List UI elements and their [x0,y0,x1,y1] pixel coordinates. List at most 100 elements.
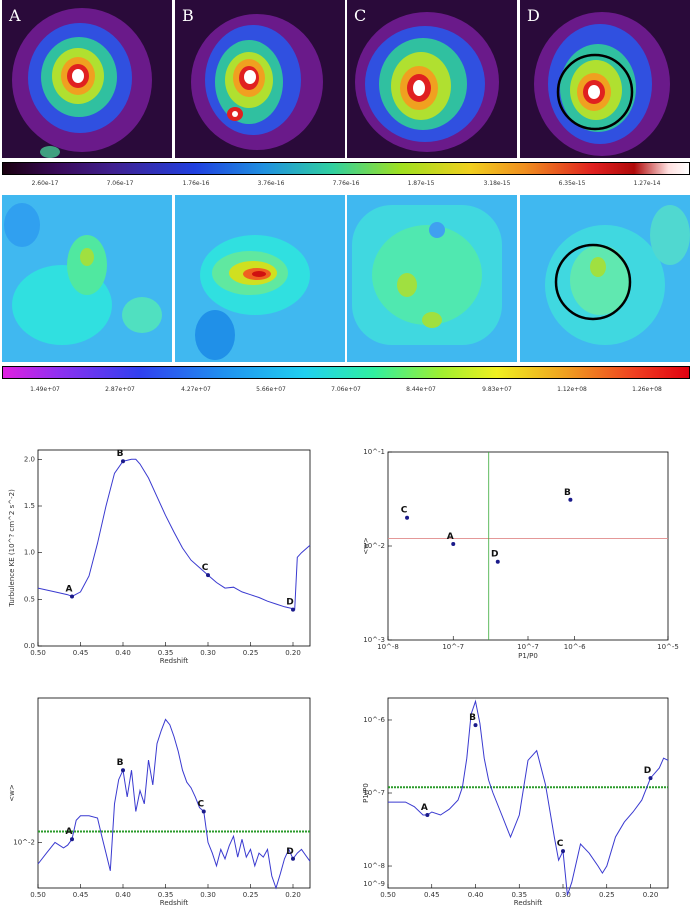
x-tick-label: 0.20 [643,891,659,899]
point-label: C [197,800,204,810]
x-tick-label: 0.35 [511,891,527,899]
emission-map-a [2,0,172,158]
x-tick-label: 0.30 [200,891,216,899]
point-label: D [644,766,651,776]
point-marker [568,497,573,502]
point-marker [291,607,295,612]
plot-frame [387,451,669,641]
turbulence-ke-chart: 0.50 0.45 0.40 0.35 0.30 0.25 0.20 0.0 0.5 1.0 1.5… [8,449,311,665]
cbar-tick: 1.87e-15 [407,180,435,187]
point-marker [425,812,430,817]
point-marker [121,459,125,464]
image-panel-b: B [175,0,345,158]
x-tick-label: 10^-7 [517,643,539,651]
x-tick-label: 10^-8 [377,643,399,651]
point-marker [405,515,410,520]
point-label: A [447,532,454,542]
emission-map-d [520,0,690,158]
aperture-circle [556,53,634,131]
cbar-tick: 1.76e-16 [182,180,210,187]
point-marker [70,594,74,599]
plot-frame [37,449,311,647]
turbulence-ke-plot: 0.50 0.45 0.40 0.35 0.30 0.25 0.20 0.0 0.5 1.0 1.5… [0,440,320,670]
emission-map-c [347,0,517,158]
x-tick-label: 0.40 [115,649,131,657]
y-tick-label: 10^-9 [363,880,385,888]
x-tick-label: 0.35 [158,649,174,657]
x-axis-label: Redshift [160,899,189,907]
cbar-tick: 3.76e-16 [257,180,285,187]
cbar-tick: 4.27e+07 [181,386,211,393]
cbar-tick: 8.44e+07 [406,386,436,393]
series-line [37,718,311,890]
velocity-map-c [347,195,517,362]
emission-map-b [175,0,345,158]
velocity-panel-d [520,195,690,362]
cbar-tick: 1.12e+08 [557,386,587,393]
point-marker [206,573,210,578]
x-tick-label: 0.30 [555,891,571,899]
x-tick-label: 10^-7 [442,643,464,651]
x-tick-label: 0.50 [30,649,46,657]
cbar-tick: 2.87e+07 [105,386,135,393]
y-tick-label: 2.0 [24,455,35,463]
series-line [388,699,669,896]
w-vs-redshift-plot: 0.50 0.45 0.40 0.35 0.30 0.25 0.20 10^-2 Redshif… [0,690,320,916]
x-tick-label: 10^-6 [564,643,586,651]
image-panel-a: A [2,0,172,158]
point-marker [561,849,565,854]
velocity-map-a [2,195,172,362]
point-marker [648,776,653,781]
cbar-tick: 1.26e+08 [632,386,662,393]
velocity-map-b [175,195,345,362]
point-marker [70,837,74,842]
y-tick-label: 1.5 [24,502,35,510]
y-tick-label: 10^-1 [363,448,385,456]
point-label: A [66,585,73,595]
y-axis-label: P1/P0 [362,783,370,803]
y-tick-label: 10^-6 [363,716,385,724]
x-tick-label: 0.25 [599,891,615,899]
w-vs-ratio-chart: 10^-8 10^-7 10^-7 10^-6 10^-5 10^-1 10^-2 10^-3… [362,448,679,660]
ratio-vs-redshift-plot: 0.50 0.45 0.40 0.35 0.30 0.25 0.20 10^-6 10^-7 10… [358,690,692,916]
y-axis-label: <w> [8,784,16,802]
aperture-circle [554,243,632,321]
y-tick-label: 10^-8 [363,862,385,870]
cbar-tick: 7.06e+07 [331,386,361,393]
y-axis-label: Turbulence KE (10^? cm^2 s^-2) [8,489,16,608]
x-tick-label: 10^-5 [657,643,679,651]
x-axis-label: Redshift [160,657,189,665]
x-tick-label: 0.25 [243,649,259,657]
x-tick-label: 0.50 [30,891,46,899]
cbar-tick: 2.60e-17 [31,180,59,187]
point-marker [121,768,125,773]
point-label: B [117,758,124,768]
x-tick-label: 0.45 [73,649,89,657]
panel-label: D [527,6,540,25]
plot-frame [387,697,669,889]
x-axis-label: Redshift [514,899,543,907]
point-label: D [286,598,293,608]
point-label: B [564,488,571,498]
y-tick-label: 10^-3 [363,636,385,644]
colorbar-emission-ticks: 2.60e-17 7.06e-17 1.76e-16 3.76e-16 7.76… [0,180,692,190]
colorbar-velocity [2,366,690,379]
point-marker [495,559,500,564]
x-axis-label: P1/P0 [518,652,538,660]
x-tick-label: 0.20 [285,891,301,899]
x-tick-label: 0.45 [73,891,89,899]
panel-label: C [354,6,367,25]
cbar-tick: 1.49e+07 [30,386,60,393]
point-marker [451,542,456,547]
cbar-tick: 9.83e+07 [482,386,512,393]
cbar-tick: 7.06e-17 [106,180,134,187]
series-line [37,458,311,611]
y-tick-label: 0.0 [24,642,35,650]
ratio-vs-redshift-chart: 0.50 0.45 0.40 0.35 0.30 0.25 0.20 10^-6 10^-7 10… [362,697,669,907]
point-label: D [286,847,293,857]
velocity-map-d [520,195,690,362]
y-tick-label: 10^-7 [363,789,385,797]
point-marker [291,856,295,861]
y-tick-label: 0.5 [24,595,35,603]
point-label: C [202,563,209,573]
